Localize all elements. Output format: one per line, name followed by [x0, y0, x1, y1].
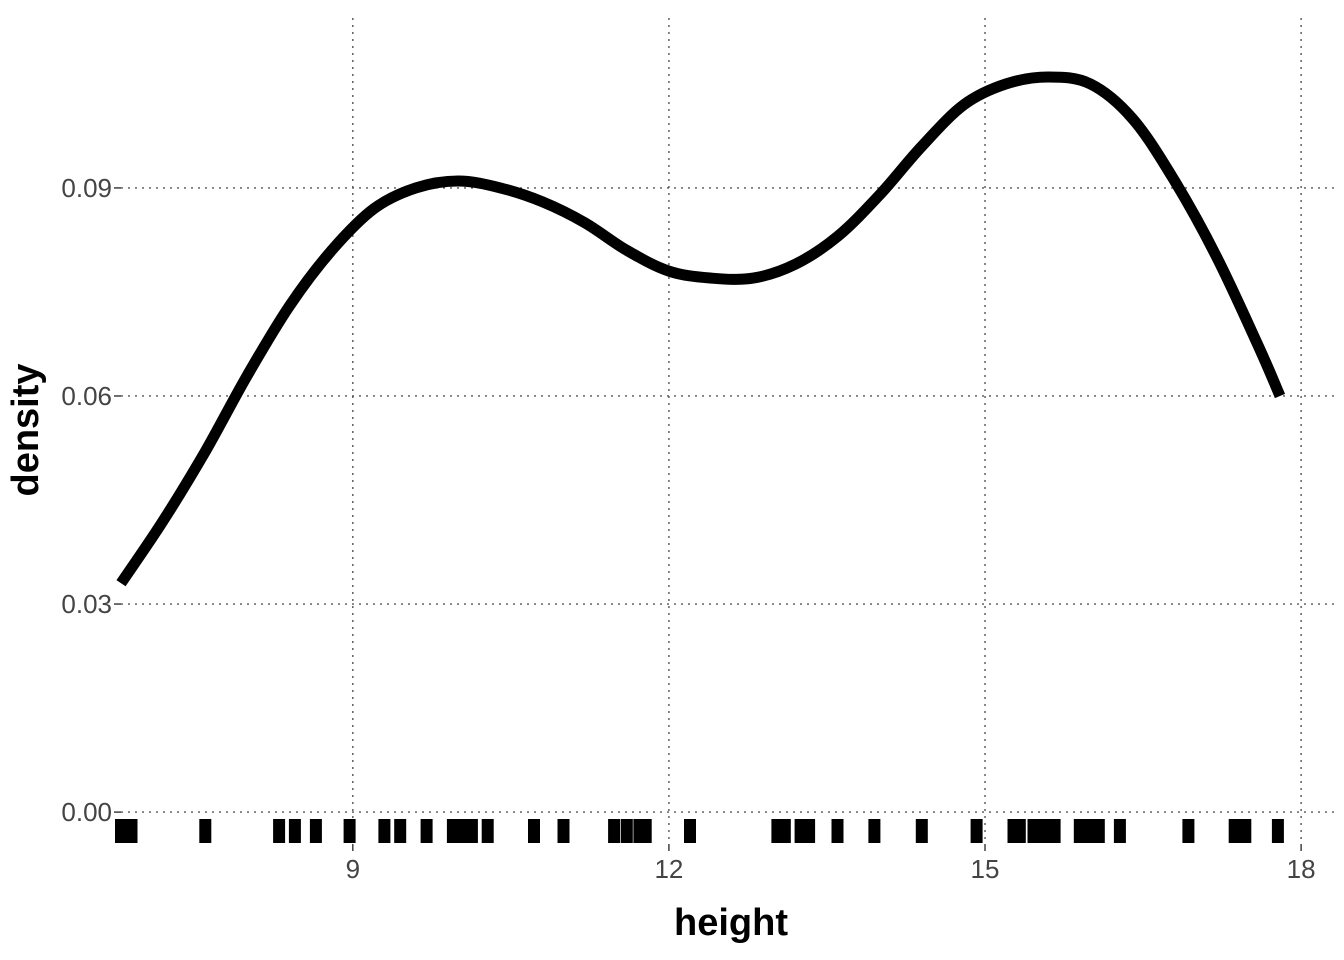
rug-mark	[868, 819, 881, 843]
rug-mark	[528, 819, 540, 843]
x-axis-title: height	[674, 902, 788, 944]
grid-lines	[121, 18, 1338, 844]
rug-mark	[1239, 819, 1252, 843]
density-curve	[116, 71, 1286, 587]
y-tick-label: 0.06	[61, 381, 112, 411]
rug-mark	[803, 819, 816, 843]
rug-mark	[1013, 819, 1026, 843]
rug-mark	[915, 819, 928, 843]
rug-mark	[831, 819, 844, 843]
rug-mark	[273, 819, 286, 843]
y-tick-label: 0.09	[61, 173, 112, 203]
rug-mark	[970, 819, 983, 843]
rug-mark	[778, 819, 791, 843]
rug-mark	[1092, 819, 1105, 843]
rug-mark	[394, 819, 407, 843]
x-tick-labels: 9 12 15 18	[346, 854, 1316, 884]
rug-mark	[288, 819, 301, 843]
rug-mark	[465, 819, 478, 843]
y-tick-label: 0.03	[61, 589, 112, 619]
x-tick-label: 15	[971, 854, 1000, 884]
rug-marks	[115, 819, 1284, 843]
rug-mark	[309, 819, 322, 843]
y-axis-title: density	[5, 363, 47, 496]
rug-mark	[343, 819, 356, 843]
rug-mark	[378, 819, 391, 843]
y-tick-labels: 0.00 0.03 0.06 0.09	[61, 173, 112, 827]
rug-mark	[684, 819, 696, 843]
axis-ticks	[114, 187, 1302, 851]
x-tick-label: 18	[1287, 854, 1316, 884]
y-tick-label: 0.00	[61, 797, 112, 827]
rug-mark	[125, 819, 138, 843]
rug-mark	[420, 819, 433, 843]
rug-mark	[1113, 819, 1126, 843]
rug-mark	[608, 819, 621, 843]
rug-mark	[557, 819, 570, 843]
rug-mark	[639, 819, 652, 843]
rug-mark	[199, 819, 212, 843]
x-tick-label: 9	[346, 854, 360, 884]
rug-mark	[481, 819, 494, 843]
rug-mark	[1271, 819, 1284, 843]
rug-mark	[620, 819, 633, 843]
rug-mark	[1182, 819, 1195, 843]
rug-mark	[1048, 819, 1061, 843]
x-tick-label: 12	[654, 854, 683, 884]
